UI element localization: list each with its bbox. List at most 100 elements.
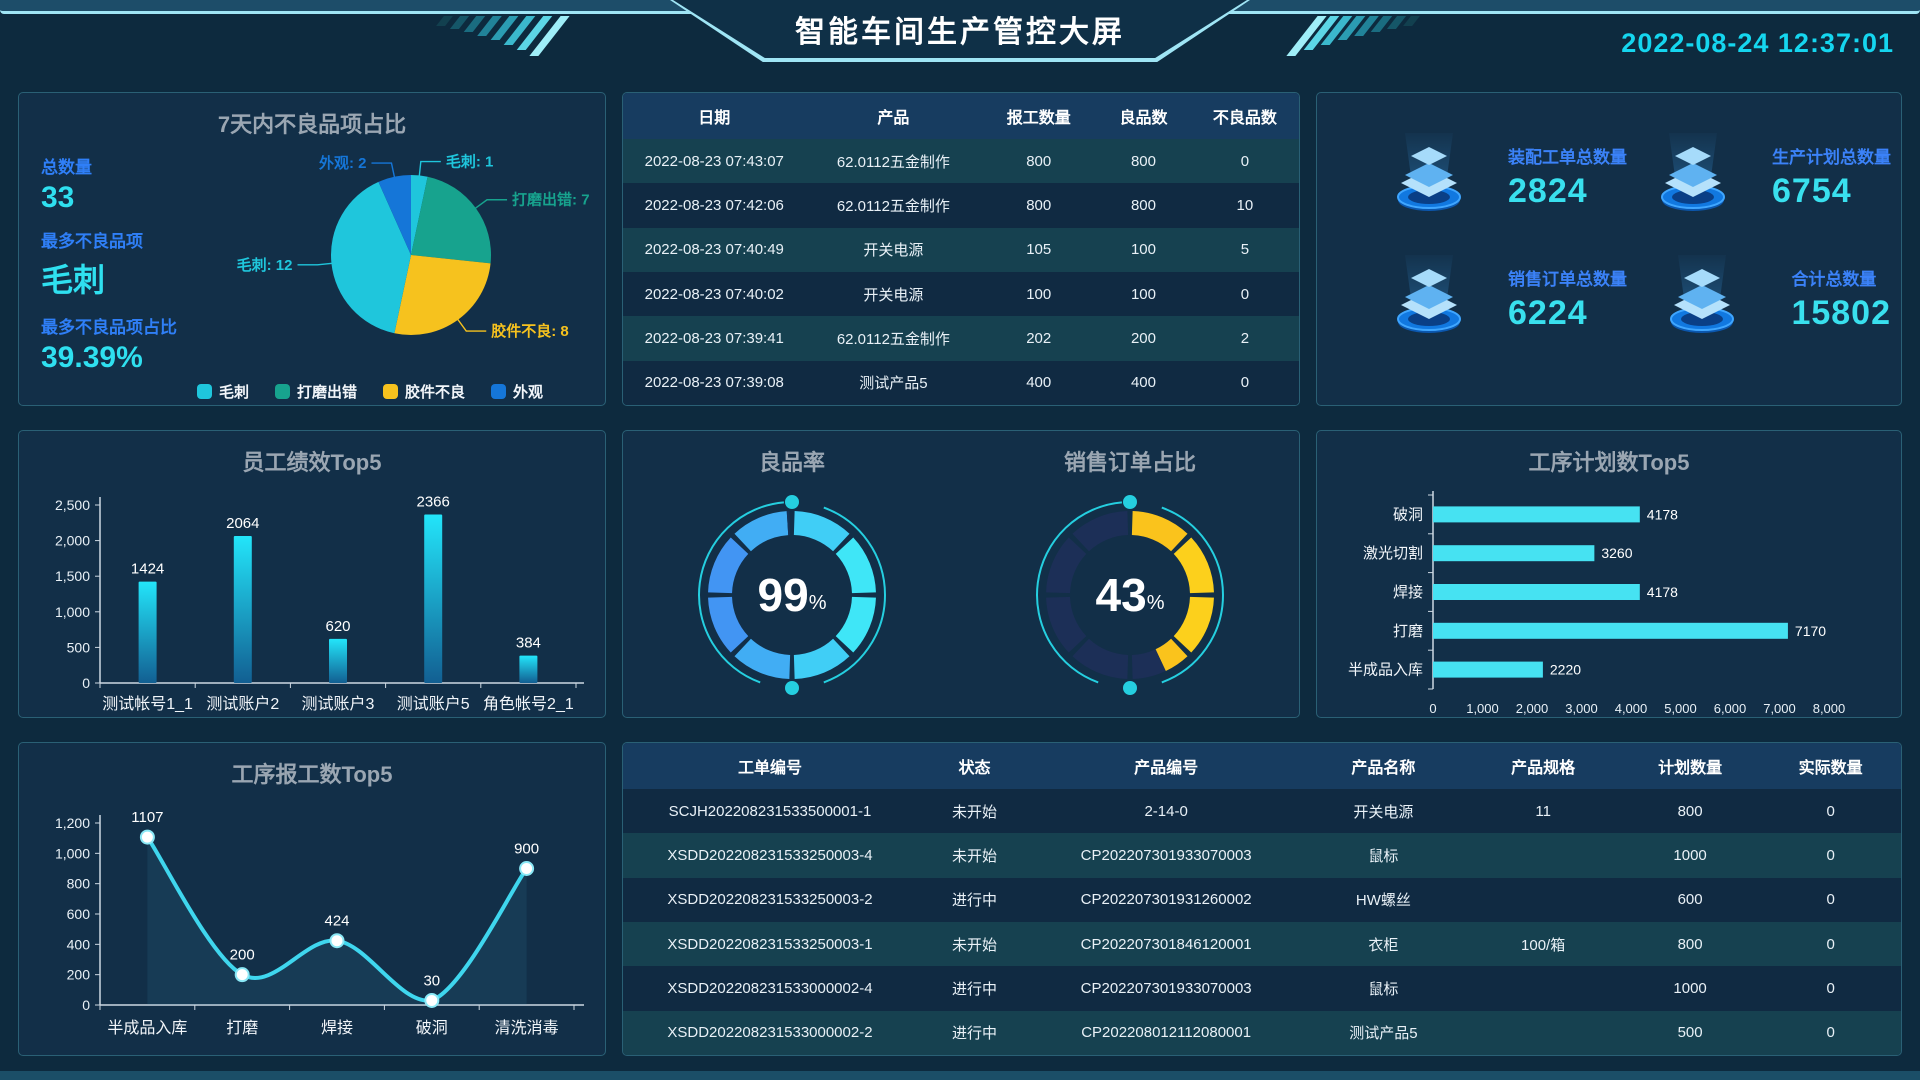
table-cell: 62.0112五金制作 [836,330,950,348]
stat-label: 销售订单总数量 [1508,270,1627,289]
stack-icon [1396,255,1461,333]
table-cell: 500 [1677,1024,1703,1042]
table-cell: 5 [1240,241,1250,259]
svg-text:7170: 7170 [1795,623,1826,639]
table-row: XSDD202208231533250003-2 进行中 CP20220730193… [623,877,1901,922]
table-cell: 0 [1240,285,1250,303]
svg-text:半成品入库: 半成品入库 [1348,662,1423,679]
legend-swatch [491,384,507,399]
svg-text:毛刺: 12: 毛刺: 12 [237,256,293,274]
defect-stat-label: 总数量 [41,158,92,177]
legend-label: 外观 [513,384,544,401]
svg-text:破洞: 破洞 [416,1019,448,1037]
svg-text:500: 500 [67,639,91,655]
svg-text:打磨出错: 7: 打磨出错: 7 [512,191,590,209]
table-cell: 600 [1677,891,1703,909]
svg-text:600: 600 [67,906,91,922]
svg-text:毛刺: 1: 毛刺: 1 [446,153,494,171]
svg-text:1,000: 1,000 [55,845,90,861]
panel-rates: 良品率 99% 销售订单占比 43% [622,430,1300,718]
svg-text:焊接: 焊接 [321,1019,353,1037]
panel-title-staff: 员工绩效Top5 [242,450,382,475]
table-cell: 800 [1130,152,1156,170]
datetime-display: 2022-08-24 12:37:01 [1621,28,1894,58]
table-cell: 200 [1130,329,1156,347]
table-cell: 400 [1130,374,1156,392]
table-cell: 0 [1826,891,1835,909]
table-row: XSDD202208231533000002-4 进行中 CP20220730193… [623,966,1901,1011]
svg-text:打磨: 打磨 [1393,623,1423,640]
table-cell: 测试产品5 [1349,1025,1418,1043]
pie-legend: 毛刺 打磨出错 胶件不良 外观 [197,381,605,402]
stat-value: 15802 [1791,294,1891,332]
legend-item: 胶件不良 [383,381,465,402]
table-cell: 10 [1236,196,1254,214]
table-header-row: 日期 产品 报工数量 良品数 不良品数 [623,93,1299,139]
legend-swatch [275,384,291,399]
panel-totals: 装配工单总数量 2824 生产计划总数量 6754 销售订单 [1316,92,1902,406]
table-cell: 0 [1826,846,1835,864]
svg-text:620: 620 [325,618,350,635]
table-cell: 0 [1826,935,1835,953]
svg-text:43%: 43% [1096,569,1165,621]
svg-text:3,000: 3,000 [1565,701,1598,716]
svg-text:4178: 4178 [1647,506,1678,522]
table-cell: 2-14-0 [1144,802,1188,820]
svg-text:2,500: 2,500 [55,497,90,513]
staff-bar-chart: 0 500 1,000 1,500 2,000 2,500 1424 测试帐号1_1 2064 测… [55,494,584,713]
panel-title-plan: 工序计划数Top5 [1528,450,1690,475]
table-cell: 未开始 [951,936,997,954]
svg-text:1,500: 1,500 [55,568,90,584]
gauge-title-sales-ratio: 销售订单占比 [1063,450,1196,475]
table-cell: 100/箱 [1521,936,1566,954]
table-cell: 0 [1240,374,1250,392]
svg-text:200: 200 [67,967,91,983]
svg-text:破洞: 破洞 [1393,506,1423,523]
legend-label: 胶件不良 [405,384,466,401]
table-cell: 100 [1130,285,1156,303]
table-header-row: 工单编号 状态 产品编号 产品名称 产品规格 计划数量 实际数量 [623,743,1901,789]
table-cell: 800 [1026,152,1052,170]
table-cell: XSDD202208231533250003-1 [667,935,873,953]
gauge-block-good-rate: 良品率 99% [623,431,961,717]
table-row: 2022-08-23 07:42:06 62.0112五金制作 800 800 10 [623,183,1299,228]
svg-text:2,000: 2,000 [55,533,90,549]
table-cell: HW螺丝 [1355,892,1411,910]
stat-value: 6224 [1508,294,1588,332]
svg-text:200: 200 [230,947,255,964]
footer-strip-decoration [0,1071,1920,1080]
defect-stat: 最多不良品项 毛刺 [41,227,209,301]
process-plan-hbar-chart: 0 1,000 2,000 3,000 4,000 5,000 6,000 7,000 8,00… [1348,491,1845,716]
svg-text:1107: 1107 [131,809,163,826]
svg-text:2,000: 2,000 [1516,701,1549,716]
table-cell: XSDD202208231533000002-4 [667,979,873,997]
svg-text:384: 384 [516,635,541,652]
table-cell: 进行中 [951,980,997,998]
table-row: 2022-08-23 07:39:08 测试产品5 400 400 0 [623,360,1299,405]
table-header-cell: 产品编号 [1134,760,1199,777]
table-header-cell: 报工数量 [1006,110,1071,127]
title-banner-inner: 智能车间生产管控大屏 [673,0,1247,58]
table-cell: 800 [1026,196,1052,214]
daily-report-table: 日期 产品 报工数量 良品数 不良品数 2022-08-23 07:43:07 62.011… [623,93,1299,405]
svg-text:打磨: 打磨 [226,1019,258,1037]
table-cell: 100 [1130,241,1156,259]
table-row: 2022-08-23 07:43:07 62.0112五金制作 800 800 0 [623,139,1299,184]
table-row: 2022-08-23 07:40:02 开关电源 100 100 0 [623,271,1299,317]
table-cell: XSDD202208231533250003-4 [667,846,873,864]
table-cell: 0 [1826,979,1835,997]
stat-value: 2824 [1508,172,1588,210]
svg-text:外观: 2: 外观: 2 [318,154,367,172]
svg-text:4,000: 4,000 [1615,701,1648,716]
panel-defect-ratio: 7天内不良品项占比 总数量 33 最多不良品项 毛刺 最多不良品项占比 39.39%… [18,92,606,406]
table-row: XSDD202208231533250003-1 未开始 CP20220730184… [623,921,1901,967]
table-cell: 100 [1026,285,1052,303]
table-cell: 测试产品5 [859,375,928,393]
svg-text:胶件不良: 8: 胶件不良: 8 [491,322,569,340]
work-orders-table: 工单编号 状态 产品编号 产品名称 产品规格 计划数量 实际数量 SCJH2022082315… [623,743,1901,1055]
header-slashes-right-decoration [1286,16,1420,56]
table-cell: CP202208012112080001 [1081,1024,1252,1042]
table-cell: CP202207301846120001 [1080,935,1252,953]
defect-stat-label: 最多不良品项 [41,232,143,251]
stat-item: 装配工单总数量 2824 [1363,133,1627,221]
